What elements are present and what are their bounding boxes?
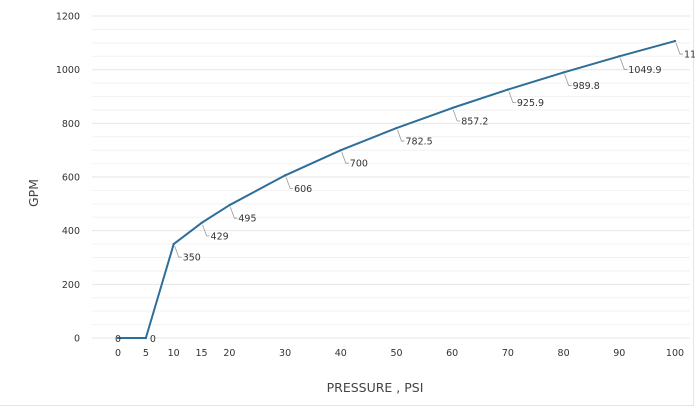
data-label-leader — [619, 58, 628, 70]
y-axis-title: GPM — [26, 179, 41, 207]
data-label: 495 — [238, 214, 256, 225]
data-label-leader — [230, 207, 238, 219]
gridlines — [92, 15, 690, 339]
data-label: 429 — [211, 231, 229, 242]
x-tick-label: 60 — [446, 348, 458, 359]
x-tick-label: 0 — [115, 348, 121, 359]
x-tick-label: 15 — [196, 348, 208, 359]
x-tick-label: 80 — [558, 348, 570, 359]
y-tick-label: 600 — [62, 173, 80, 184]
data-point — [506, 88, 510, 91]
data-point — [116, 336, 120, 340]
y-tick-label: 200 — [62, 280, 80, 291]
data-label-leader — [341, 152, 349, 164]
data-label-leader — [508, 91, 516, 103]
data-point — [618, 55, 621, 58]
y-tick-label: 400 — [62, 226, 80, 237]
data-label: 0 — [150, 334, 156, 345]
data-label-leader — [564, 74, 572, 86]
x-tick-label: 10 — [168, 348, 180, 359]
data-point — [283, 174, 287, 177]
data-label: 1106.7 — [684, 50, 695, 61]
data-point — [200, 221, 203, 225]
x-tick-label: 100 — [666, 348, 684, 359]
x-tick-label: 20 — [223, 348, 235, 359]
data-label: 0 — [115, 334, 121, 345]
series-layer — [116, 39, 677, 340]
y-tick-label: 1000 — [56, 65, 80, 76]
data-point — [562, 71, 565, 74]
data-label: 700 — [350, 159, 368, 170]
data-point — [339, 148, 342, 152]
x-tick-label: 30 — [279, 348, 291, 359]
y-tick-label: 0 — [74, 334, 80, 345]
data-point — [172, 242, 175, 246]
data-label-leader — [452, 109, 461, 122]
data-label-leader — [202, 224, 210, 237]
x-tick-label: 90 — [613, 348, 625, 359]
y-tick-label: 1200 — [56, 12, 80, 23]
data-label-leader — [174, 245, 182, 258]
data-point — [144, 336, 148, 340]
x-tick-label: 40 — [335, 348, 347, 359]
data-point — [451, 106, 454, 110]
data-label-leader — [675, 42, 683, 55]
y-tick-label: 800 — [62, 119, 80, 130]
data-label: 1049.9 — [628, 65, 661, 76]
data-label-leader — [285, 177, 294, 189]
x-tick-label: 5 — [143, 348, 149, 359]
data-label: 989.8 — [573, 81, 600, 92]
data-label: 925.9 — [517, 98, 544, 109]
data-point — [395, 126, 398, 130]
data-point — [228, 203, 231, 207]
y-axis-ticks: 0 200 400 600 800 1000 1200 — [56, 12, 80, 345]
data-label-leader — [397, 129, 405, 142]
x-tick-label: 70 — [502, 348, 514, 359]
x-axis-ticks: 0 5 10 15 20 30 40 50 60 70 80 90 100 — [115, 348, 684, 359]
x-tick-label: 50 — [390, 348, 402, 359]
data-label: 606 — [294, 184, 312, 195]
data-label: 782.5 — [406, 137, 433, 148]
data-label: 857.2 — [461, 117, 488, 128]
x-axis-title: PRESSURE , PSI — [327, 380, 424, 395]
data-point — [673, 39, 677, 43]
data-labels: 0 0 350 429 495 606 700 782.5 857.2 925.9 989.8 104… — [115, 42, 695, 345]
data-label: 350 — [183, 253, 201, 264]
